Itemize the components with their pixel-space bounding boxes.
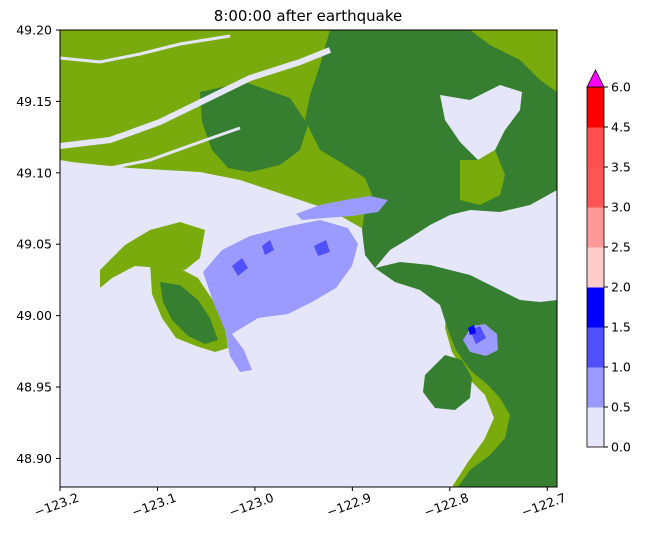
colorbar-bin [587, 407, 604, 448]
colorbar-bin [587, 247, 604, 288]
y-tick-label: 49.00 [16, 308, 52, 323]
y-tick-label: 49.05 [16, 237, 52, 252]
colorbar-bin [587, 127, 604, 168]
x-tick-label: −122.8 [422, 490, 471, 520]
upland-point-roberts [160, 282, 218, 344]
colorbar-tick-label: 3.5 [611, 160, 631, 175]
x-axis: −123.2 −123.1 −123.0 −122.9 −122.8 −122.7 [32, 487, 568, 520]
x-tick-label: −123.1 [130, 490, 179, 520]
flood-mid-3 [314, 240, 330, 256]
upland-peninsula [423, 355, 472, 410]
chart-title: 8:00:00 after earthquake [214, 7, 402, 25]
upland-east-south [375, 262, 557, 487]
flood-mid-1 [232, 258, 248, 276]
colorbar-tick-label: 0.0 [611, 440, 631, 455]
colorbar-tick-label: 6.0 [611, 80, 631, 95]
river-channel-south [99, 126, 241, 172]
colorbar-bin [587, 327, 604, 368]
river-channel-north [60, 34, 231, 64]
y-tick-label: 49.10 [16, 165, 52, 180]
x-tick-label: −122.9 [325, 490, 374, 520]
flood-light-north-strip [296, 196, 388, 220]
colorbar-tick-label: 3.0 [611, 200, 631, 215]
bay-inlet [440, 85, 522, 160]
colorbar-bin [587, 207, 604, 248]
flood-mid-2 [262, 240, 274, 255]
map-panel [60, 30, 557, 487]
colorbar-bin [587, 367, 604, 408]
colorbar-bin [587, 287, 604, 328]
colorbar-tick-label: 0.5 [611, 400, 631, 415]
lowland-delta-arm [100, 222, 205, 288]
colorbar-tick-label: 1.5 [611, 320, 631, 335]
river-channel [60, 47, 332, 149]
y-tick-label: 48.90 [16, 451, 52, 466]
upland-north-patch [200, 82, 308, 172]
x-tick-label: −123.0 [227, 490, 276, 520]
colorbar-tick-label: 2.5 [611, 240, 631, 255]
flood-light-boundary-bay [203, 220, 358, 372]
colorbar-bin [587, 167, 604, 208]
flood-deep-1 [468, 325, 476, 335]
axes-frame [59, 29, 558, 488]
colorbar-outline [586, 86, 605, 448]
lowland-bay-fringe [460, 150, 505, 205]
y-axis: 49.20 49.15 49.10 49.05 49.00 48.95 48.90 [16, 23, 60, 466]
y-tick-label: 48.95 [16, 380, 52, 395]
colorbar-extend-arrow [586, 69, 605, 88]
colorbar-tick-label: 2.0 [611, 280, 631, 295]
colorbar: 6.0 4.5 3.5 3.0 2.5 2.0 1.5 1.0 0.5 0.0 [586, 69, 631, 455]
y-tick-label: 49.20 [16, 23, 52, 38]
colorbar-bin [587, 87, 604, 128]
x-tick-label: −123.2 [32, 490, 81, 520]
x-tick-label: −122.7 [519, 490, 568, 520]
colorbar-tick-label: 4.5 [611, 120, 631, 135]
colorbar-tick-label: 1.0 [611, 360, 631, 375]
y-tick-label: 49.15 [16, 94, 52, 109]
